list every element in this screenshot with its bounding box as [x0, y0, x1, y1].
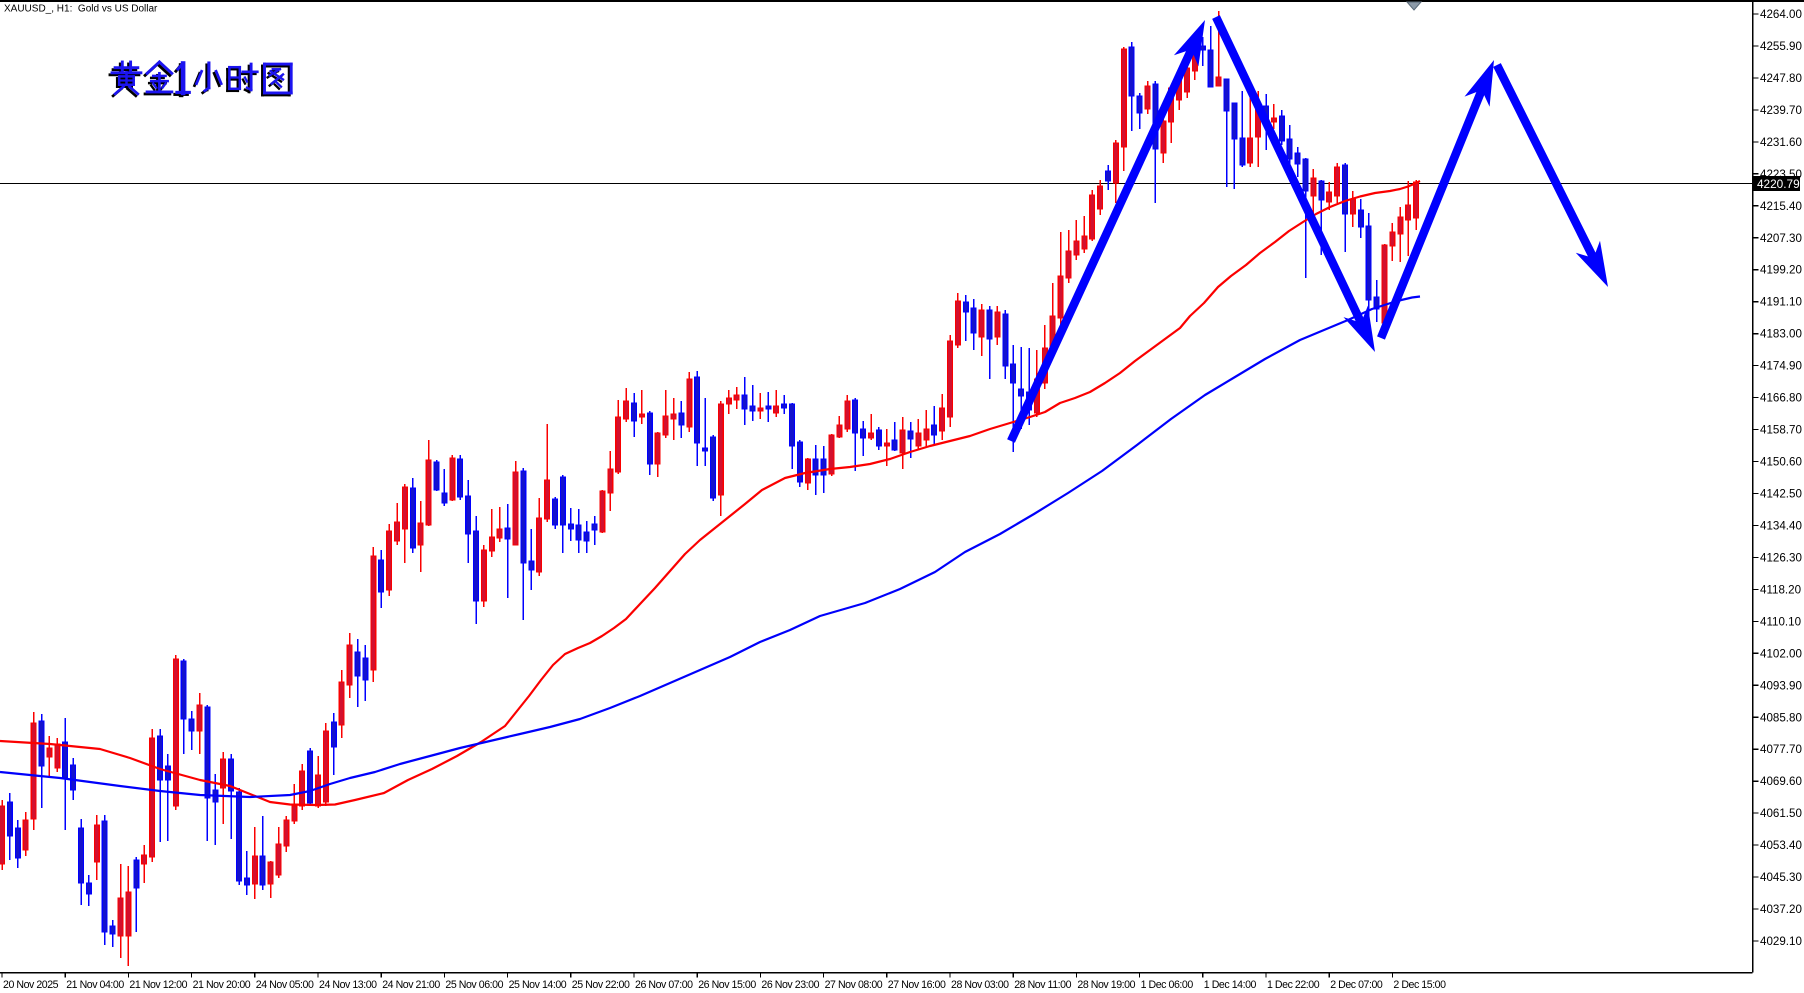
svg-text:4191.10: 4191.10 — [1760, 296, 1802, 309]
svg-text:25 Nov 22:00: 25 Nov 22:00 — [572, 979, 630, 991]
svg-text:21 Nov 12:00: 21 Nov 12:00 — [129, 979, 187, 991]
svg-text:4207.30: 4207.30 — [1760, 232, 1802, 245]
svg-text:25 Nov 06:00: 25 Nov 06:00 — [445, 979, 503, 991]
svg-text:4247.80: 4247.80 — [1760, 72, 1802, 85]
svg-text:4110.10: 4110.10 — [1760, 615, 1801, 628]
svg-text:XAUUSD_, H1: Gold vs US Dolla: XAUUSD_, H1: Gold vs US Dollar — [4, 4, 158, 15]
svg-text:4118.20: 4118.20 — [1760, 583, 1801, 596]
svg-text:4183.00: 4183.00 — [1760, 328, 1802, 341]
svg-text:4093.90: 4093.90 — [1760, 679, 1802, 692]
svg-text:27 Nov 08:00: 27 Nov 08:00 — [825, 979, 883, 991]
svg-text:4085.80: 4085.80 — [1760, 711, 1802, 724]
svg-text:21 Nov 20:00: 21 Nov 20:00 — [193, 979, 251, 991]
svg-text:4239.70: 4239.70 — [1760, 104, 1802, 117]
svg-text:24 Nov 21:00: 24 Nov 21:00 — [382, 979, 440, 991]
svg-text:20 Nov 2025: 20 Nov 2025 — [3, 979, 59, 991]
svg-text:4255.90: 4255.90 — [1760, 40, 1802, 53]
svg-text:4126.30: 4126.30 — [1760, 551, 1802, 564]
svg-text:4069.60: 4069.60 — [1760, 775, 1802, 788]
svg-text:4199.20: 4199.20 — [1760, 264, 1802, 277]
svg-text:26 Nov 23:00: 26 Nov 23:00 — [761, 979, 819, 991]
svg-text:4077.70: 4077.70 — [1760, 743, 1802, 756]
svg-text:24 Nov 13:00: 24 Nov 13:00 — [319, 979, 377, 991]
svg-text:4045.30: 4045.30 — [1760, 871, 1802, 884]
svg-text:2 Dec 15:00: 2 Dec 15:00 — [1393, 979, 1446, 991]
svg-text:4166.80: 4166.80 — [1760, 392, 1802, 405]
svg-text:4220.79: 4220.79 — [1757, 177, 1800, 191]
svg-text:4142.50: 4142.50 — [1760, 488, 1802, 501]
svg-text:28 Nov 03:00: 28 Nov 03:00 — [951, 979, 1009, 991]
svg-text:26 Nov 15:00: 26 Nov 15:00 — [698, 979, 756, 991]
svg-text:4264.00: 4264.00 — [1760, 8, 1802, 21]
svg-text:24 Nov 05:00: 24 Nov 05:00 — [256, 979, 314, 991]
svg-text:4037.20: 4037.20 — [1760, 903, 1802, 916]
svg-text:4158.70: 4158.70 — [1760, 424, 1802, 437]
svg-text:4174.90: 4174.90 — [1760, 360, 1802, 373]
svg-text:4215.40: 4215.40 — [1760, 200, 1802, 213]
svg-text:4061.50: 4061.50 — [1760, 807, 1802, 820]
svg-text:27 Nov 16:00: 27 Nov 16:00 — [888, 979, 946, 991]
svg-text:4029.10: 4029.10 — [1760, 935, 1802, 948]
svg-text:4102.00: 4102.00 — [1760, 647, 1802, 660]
svg-text:1 Dec 06:00: 1 Dec 06:00 — [1141, 979, 1194, 991]
svg-text:21 Nov 04:00: 21 Nov 04:00 — [66, 979, 124, 991]
svg-text:4134.40: 4134.40 — [1760, 520, 1802, 533]
svg-text:4150.60: 4150.60 — [1760, 456, 1802, 469]
svg-text:28 Nov 19:00: 28 Nov 19:00 — [1077, 979, 1135, 991]
svg-text:4053.40: 4053.40 — [1760, 839, 1802, 852]
svg-text:1 Dec 22:00: 1 Dec 22:00 — [1267, 979, 1320, 991]
svg-text:2 Dec 07:00: 2 Dec 07:00 — [1330, 979, 1383, 991]
svg-text:4231.60: 4231.60 — [1760, 136, 1802, 149]
svg-text:26 Nov 07:00: 26 Nov 07:00 — [635, 979, 693, 991]
svg-text:28 Nov 11:00: 28 Nov 11:00 — [1014, 979, 1071, 991]
svg-text:1 Dec 14:00: 1 Dec 14:00 — [1204, 979, 1257, 991]
svg-text:25 Nov 14:00: 25 Nov 14:00 — [509, 979, 567, 991]
